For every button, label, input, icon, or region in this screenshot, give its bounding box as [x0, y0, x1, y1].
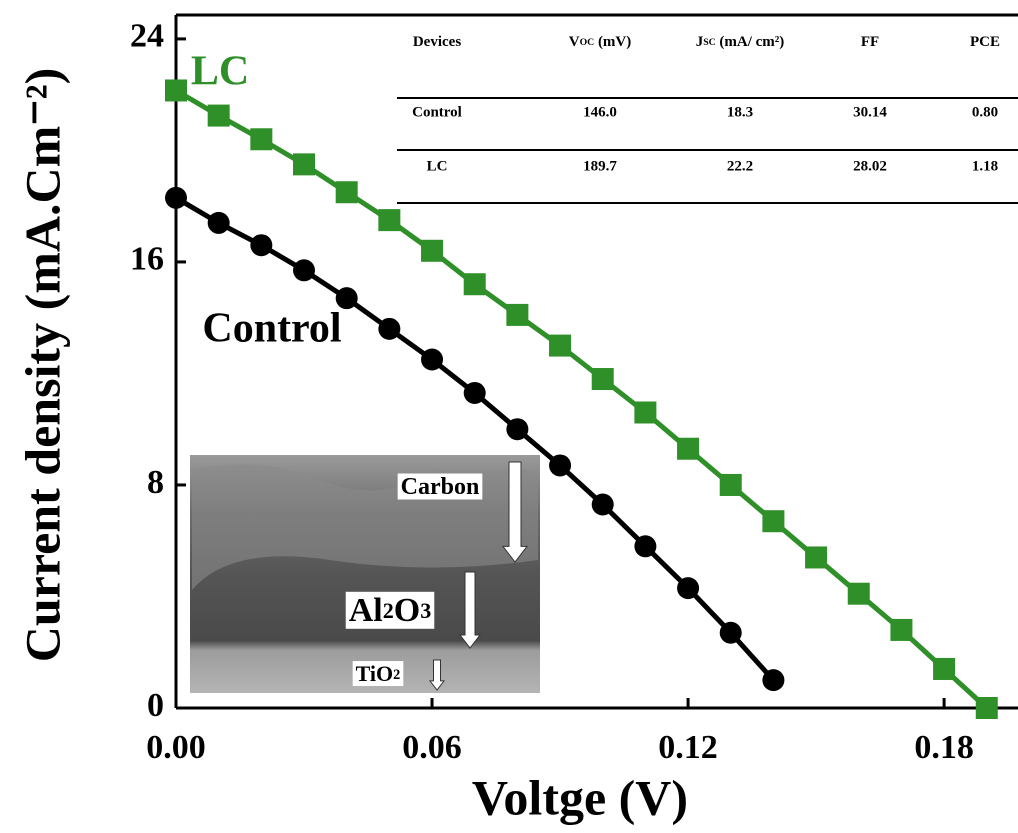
marker — [293, 153, 316, 176]
marker — [933, 657, 956, 680]
text-part: (mA/ cm²) — [716, 34, 785, 50]
marker — [805, 546, 828, 569]
marker — [207, 211, 230, 234]
table-cell: 0.80 — [972, 104, 998, 120]
y-axis-label: Current density (mA.Cm⁻²) — [14, 68, 70, 663]
table-cell: 1.18 — [972, 158, 998, 174]
text-part: Devices — [413, 34, 461, 50]
arrow — [458, 571, 482, 649]
series-label: LC — [191, 49, 249, 95]
label-background — [397, 473, 483, 500]
label: Al2O3 — [349, 592, 432, 629]
marker — [634, 535, 657, 558]
marker — [165, 186, 187, 209]
marker — [591, 368, 614, 391]
label: TiO2 — [356, 661, 401, 686]
marker — [378, 317, 401, 340]
table-cell: 22.2 — [727, 158, 753, 174]
label-background — [352, 661, 404, 687]
subscript: 2 — [393, 667, 400, 683]
marker — [421, 239, 444, 262]
text-part: TiO — [356, 661, 394, 686]
marker — [677, 437, 700, 460]
y-tick-label: 0 — [147, 687, 164, 724]
x-axis-label: Voltge (V) — [472, 769, 688, 825]
table-cell: Control — [412, 104, 462, 120]
x-tick-label: 0.00 — [146, 729, 206, 766]
text-part: J — [696, 34, 704, 50]
marker — [293, 259, 316, 282]
label-background — [345, 591, 435, 629]
series-label: Control — [202, 306, 341, 352]
subscript: OC — [580, 37, 595, 48]
subscript: 2 — [383, 598, 394, 623]
marker — [847, 582, 870, 605]
marker — [762, 669, 785, 692]
marker — [250, 234, 273, 257]
marker — [207, 104, 230, 127]
label: JSC (mA/ cm²) — [696, 34, 785, 50]
marker — [719, 621, 742, 644]
marker — [463, 273, 486, 296]
x-tick-label: 0.06 — [402, 729, 462, 766]
marker — [506, 303, 529, 326]
marker — [463, 381, 486, 404]
marker — [165, 79, 187, 102]
label: FF — [861, 34, 879, 50]
arrow — [501, 461, 529, 563]
table-cell: 18.3 — [727, 104, 753, 120]
text-part: Al — [349, 592, 383, 629]
marker — [591, 493, 614, 516]
marker — [250, 128, 273, 151]
marker — [890, 618, 913, 641]
text-part: (mV) — [594, 34, 631, 50]
marker — [719, 473, 742, 496]
table-cell: 28.02 — [853, 158, 887, 174]
text-part: V — [569, 34, 580, 50]
marker — [335, 287, 358, 310]
marker — [762, 510, 785, 533]
y-tick-label: 8 — [147, 464, 164, 501]
y-tick-label: 24 — [130, 18, 164, 55]
marker — [506, 418, 529, 441]
x-tick-label: 0.12 — [658, 729, 718, 766]
x-tick-label: 0.18 — [914, 729, 974, 766]
table-cell: 30.14 — [853, 104, 887, 120]
table-cell: 189.7 — [583, 158, 617, 174]
text-part: Carbon — [401, 474, 480, 500]
arrow — [428, 659, 446, 691]
subscript: SC — [703, 37, 715, 48]
marker — [549, 454, 572, 477]
table-cell: 146.0 — [583, 104, 617, 120]
marker — [975, 697, 998, 719]
marker — [378, 209, 401, 232]
marker — [335, 181, 358, 204]
label: VOC (mV) — [569, 34, 632, 50]
marker — [677, 577, 700, 600]
table-cell: LC — [427, 158, 448, 174]
label: Carbon — [401, 474, 480, 500]
subscript: 3 — [420, 598, 431, 623]
text-part: FF — [861, 34, 879, 50]
label: PCE — [970, 34, 1000, 50]
marker — [549, 334, 572, 357]
text-part: O — [394, 592, 420, 629]
text-part: PCE — [970, 34, 1000, 50]
label: Devices — [413, 34, 461, 50]
marker — [634, 401, 657, 424]
marker — [421, 348, 444, 371]
y-tick-label: 16 — [130, 241, 164, 278]
